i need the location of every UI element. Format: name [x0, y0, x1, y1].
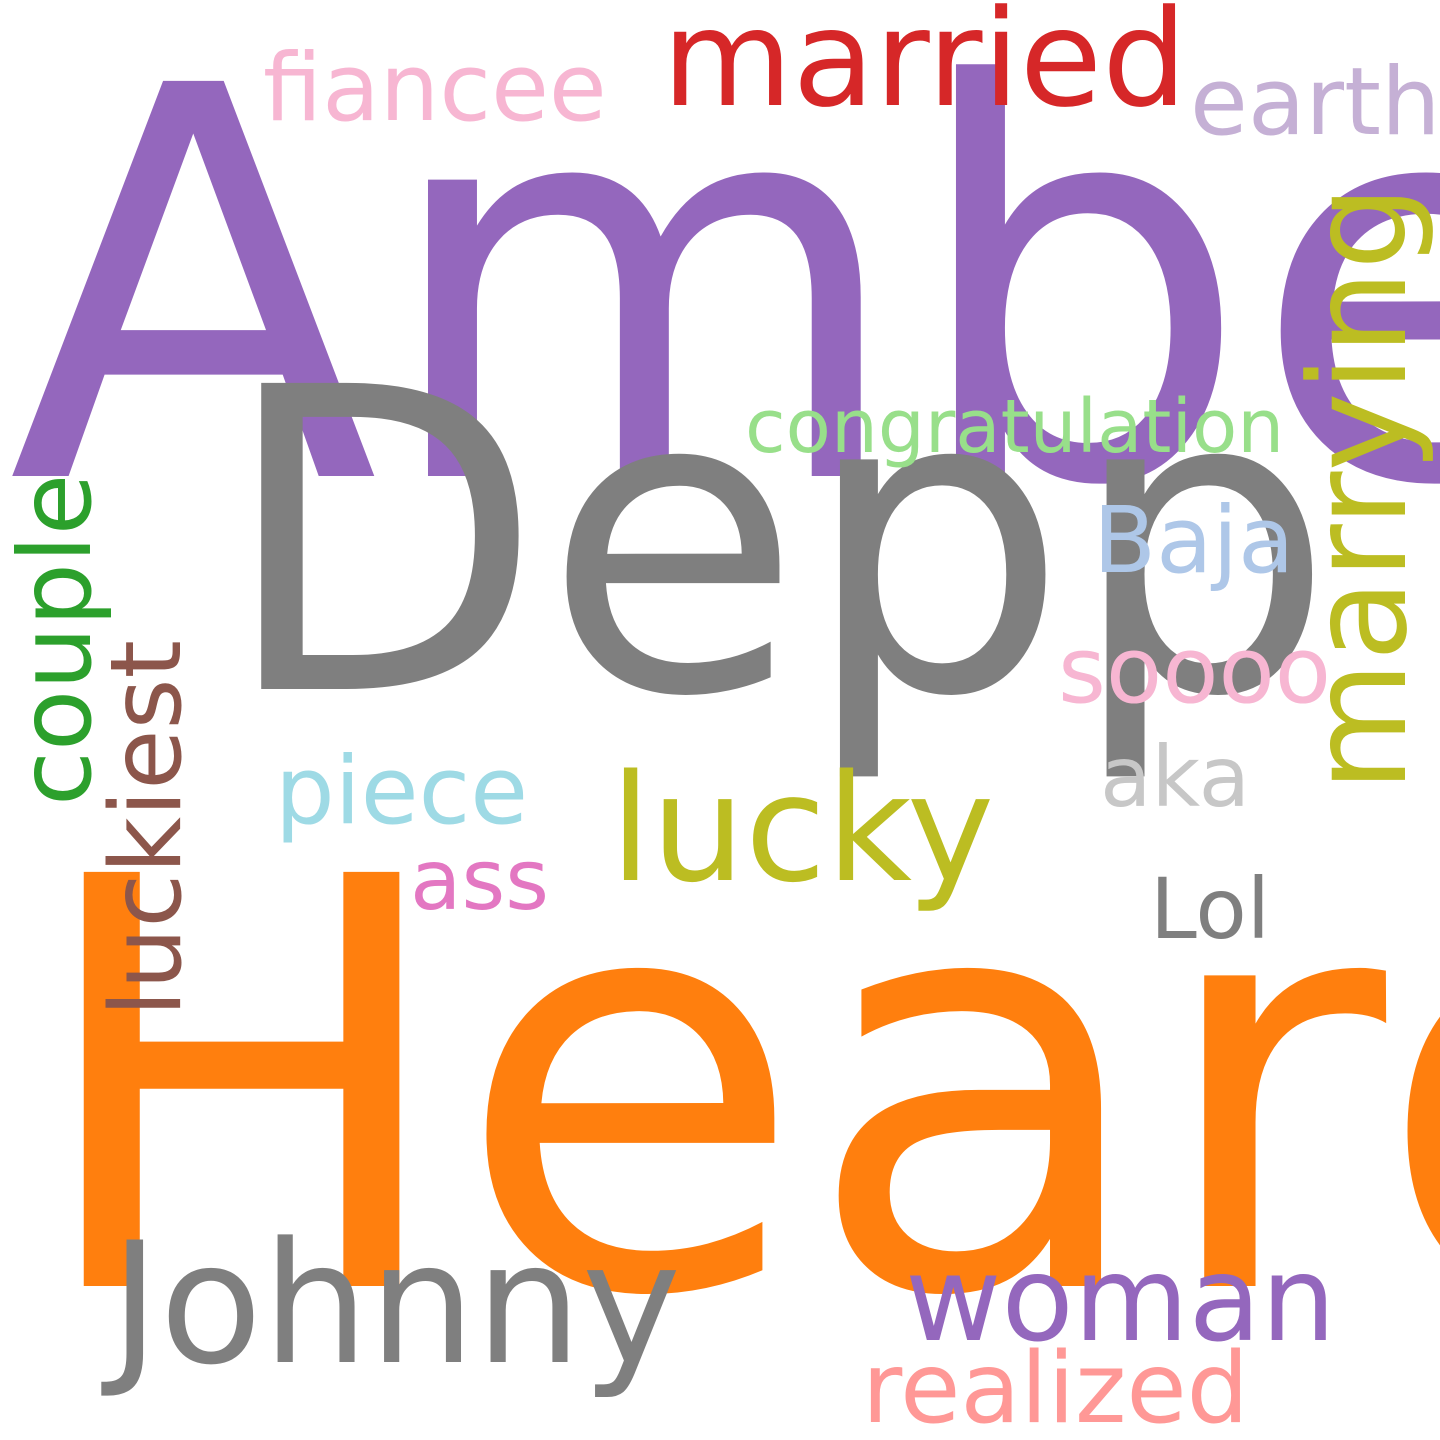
- word-lol: Lol: [1150, 860, 1271, 958]
- word-marrying: marrying: [1281, 185, 1437, 792]
- word-luckiest: luckiest: [90, 640, 204, 1017]
- word-amber: Amber: [8, 0, 1440, 604]
- word-depp: Depp: [220, 300, 1336, 789]
- word-aka: aka: [1100, 728, 1251, 826]
- word-johnny: Johnny: [110, 1206, 682, 1402]
- word-baja: Baja: [1093, 487, 1295, 594]
- word-ass: ass: [410, 831, 550, 929]
- word-earth: earth: [1190, 48, 1440, 157]
- word-woman: woman: [905, 1230, 1336, 1368]
- word-piece: piece: [275, 737, 529, 846]
- word-married: married: [662, 0, 1188, 137]
- word-heard: Heard: [28, 759, 1440, 1420]
- word-congratulation: congratulation: [745, 384, 1285, 470]
- word-realized: realized: [862, 1332, 1249, 1440]
- word-fiancee: fiancee: [263, 34, 607, 143]
- word-soooo: soooo: [1058, 617, 1332, 724]
- word-lucky: lucky: [610, 743, 995, 915]
